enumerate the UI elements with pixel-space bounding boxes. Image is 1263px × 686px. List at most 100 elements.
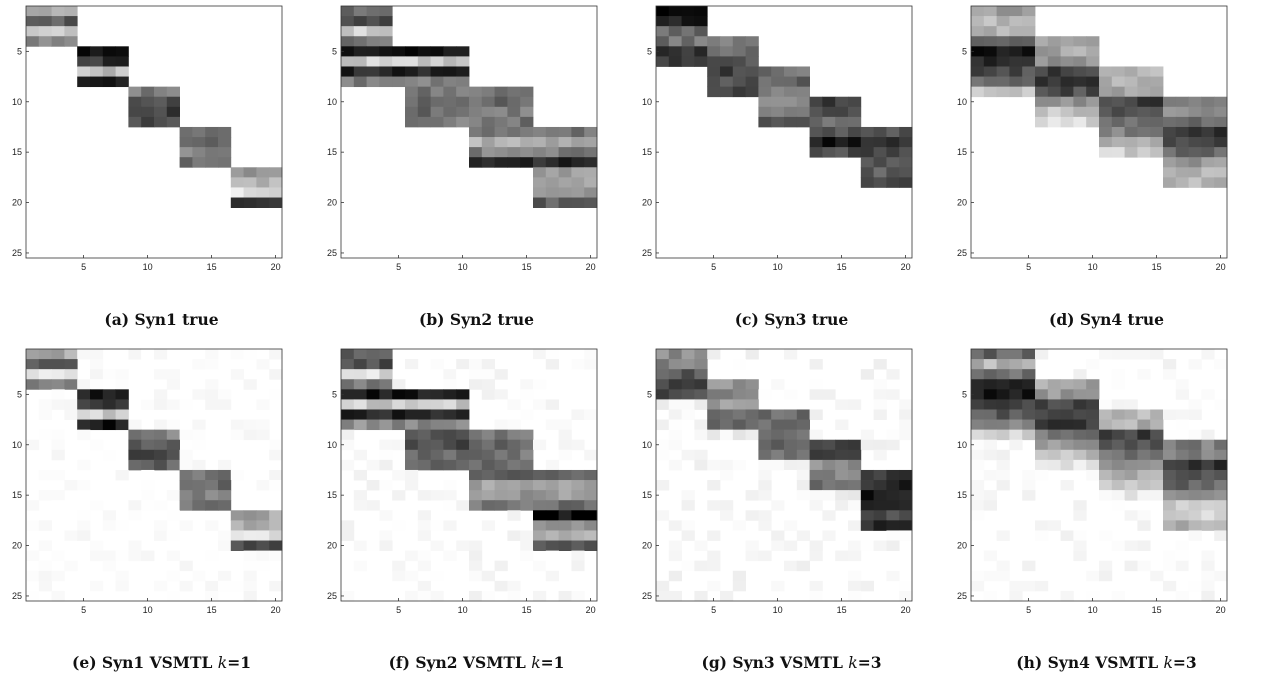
heatmap-cell bbox=[1022, 399, 1036, 410]
heatmap-cell bbox=[983, 46, 997, 57]
heatmap-cell bbox=[656, 349, 670, 360]
heatmap-cell bbox=[558, 167, 572, 178]
heatmap-cell bbox=[218, 500, 232, 511]
x-tick-label: 5 bbox=[81, 605, 86, 615]
heatmap-cell bbox=[860, 147, 874, 158]
heatmap-cell bbox=[494, 480, 508, 491]
heatmap-cell bbox=[1009, 419, 1023, 431]
heatmap-cell bbox=[1214, 459, 1228, 471]
heatmap-cell bbox=[443, 439, 457, 451]
heatmap-cell bbox=[243, 419, 257, 431]
heatmap-cell bbox=[141, 530, 155, 541]
heatmap-cell bbox=[707, 409, 721, 420]
heatmap-cell bbox=[720, 590, 734, 602]
heatmap-cell bbox=[809, 500, 823, 511]
heatmap-cell bbox=[835, 480, 849, 491]
heatmap-cell bbox=[520, 116, 534, 128]
heatmap-cell bbox=[681, 359, 695, 370]
heatmap-cell bbox=[971, 76, 985, 88]
heatmap-cell bbox=[90, 76, 104, 88]
heatmap-cell bbox=[341, 399, 355, 410]
heatmap-cell bbox=[732, 399, 746, 410]
heatmap-cell bbox=[809, 580, 823, 592]
heatmap-cell bbox=[771, 540, 785, 551]
heatmap-cell bbox=[1009, 66, 1023, 77]
heatmap-cell bbox=[1022, 66, 1036, 77]
heatmap-cell bbox=[481, 137, 495, 148]
heatmap-cell bbox=[141, 399, 155, 410]
heatmap-cell bbox=[1201, 570, 1215, 582]
caption-text: (a) Syn1 true bbox=[104, 310, 219, 329]
heatmap-cell bbox=[745, 349, 759, 360]
heatmap-cell bbox=[707, 530, 721, 541]
x-tick-label: 10 bbox=[773, 262, 783, 272]
heatmap-cell bbox=[771, 500, 785, 511]
heatmap-cell bbox=[26, 439, 40, 451]
heatmap-cell bbox=[38, 399, 52, 410]
heatmap-cell bbox=[353, 46, 367, 57]
heatmap-cell bbox=[520, 379, 534, 390]
heatmap-cell bbox=[873, 449, 887, 461]
heatmap-cell bbox=[366, 480, 380, 491]
heatmap-cell bbox=[1124, 459, 1138, 471]
heatmap-cell bbox=[720, 419, 734, 431]
heatmap-cell bbox=[1022, 16, 1036, 27]
heatmap-cell bbox=[353, 56, 367, 67]
heatmap-cell bbox=[545, 469, 559, 481]
heatmap-cell bbox=[996, 26, 1010, 37]
heatmap-cell bbox=[1060, 389, 1074, 400]
heatmap-cell bbox=[230, 469, 244, 481]
heatmap-cell bbox=[77, 530, 91, 541]
heatmap-cell bbox=[494, 106, 508, 118]
heatmap-cell bbox=[128, 439, 142, 451]
heatmap-cell bbox=[720, 459, 734, 471]
heatmap-cell bbox=[681, 399, 695, 410]
heatmap-cell bbox=[771, 409, 785, 420]
heatmap-cell bbox=[154, 86, 168, 98]
heatmap-cell bbox=[230, 167, 244, 178]
heatmap-cell bbox=[205, 520, 219, 531]
heatmap-cell bbox=[1111, 429, 1125, 441]
heatmap-cell bbox=[707, 480, 721, 491]
heatmap-cell bbox=[443, 459, 457, 471]
y-tick-label: 5 bbox=[17, 389, 22, 399]
heatmap-cell bbox=[707, 76, 721, 88]
heatmap-cell bbox=[1047, 96, 1061, 108]
heatmap-cell bbox=[558, 469, 572, 481]
heatmap-cell bbox=[90, 379, 104, 390]
heatmap-cell bbox=[1175, 550, 1189, 562]
heatmap-cell bbox=[1022, 419, 1036, 431]
heatmap-cell bbox=[469, 449, 483, 461]
heatmap-cell bbox=[218, 580, 232, 592]
heatmap-cell bbox=[899, 510, 913, 521]
heatmap-cell bbox=[1022, 409, 1036, 420]
heatmap-cell bbox=[758, 116, 772, 128]
heatmap-cell bbox=[1214, 570, 1228, 582]
y-tick-label: 25 bbox=[12, 591, 22, 601]
heatmap-cell bbox=[848, 449, 862, 461]
heatmap-cell bbox=[154, 389, 168, 400]
heatmap-cell bbox=[481, 469, 495, 481]
heatmap-cell bbox=[1137, 469, 1151, 481]
heatmap-cell bbox=[353, 399, 367, 410]
heatmap-cell bbox=[1124, 96, 1138, 108]
caption-text: (c) Syn3 true bbox=[734, 310, 849, 329]
heatmap-cell bbox=[1214, 167, 1228, 178]
heatmap-cell bbox=[694, 429, 708, 441]
heatmap-cell bbox=[1214, 157, 1228, 168]
heatmap-cell bbox=[366, 369, 380, 380]
heatmap-cell bbox=[154, 500, 168, 511]
heatmap-cell bbox=[1137, 66, 1151, 77]
heatmap-cell bbox=[26, 379, 40, 390]
heatmap-cell bbox=[26, 520, 40, 531]
heatmap-cell bbox=[102, 449, 116, 461]
heatmap-cell bbox=[545, 126, 559, 138]
heatmap-cell bbox=[558, 147, 572, 158]
heatmap-cell bbox=[481, 480, 495, 491]
heatmap-cell bbox=[732, 580, 746, 592]
heatmap-cell bbox=[64, 399, 78, 410]
heatmap-cell bbox=[873, 520, 887, 531]
heatmap-panel: 5 10 15 20 5 10 15 20 25 (a) Syn1 true bbox=[4, 0, 319, 343]
caption-k-value: 1 bbox=[553, 653, 565, 672]
heatmap-cell bbox=[417, 459, 431, 471]
